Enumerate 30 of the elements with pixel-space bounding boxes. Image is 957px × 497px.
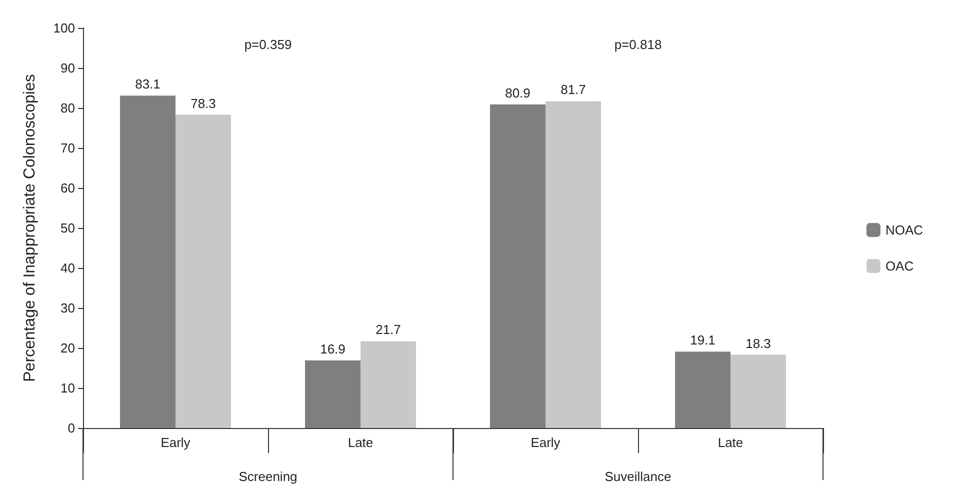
y-tick-label: 40 — [60, 260, 75, 276]
legend-label: NOAC — [885, 222, 924, 238]
y-axis-title: Percentage of Inappropriate Colonoscopies — [22, 74, 38, 382]
y-tick-label: 100 — [53, 20, 75, 36]
y-tick-label: 80 — [60, 100, 75, 116]
data-label: 83.1 — [135, 76, 160, 92]
text: Suveillance — [604, 469, 672, 484]
y-tick-label: 30 — [60, 300, 75, 316]
y-tick-label: 60 — [60, 180, 75, 196]
y-tick-label: 50 — [60, 220, 75, 236]
data-label: 81.7 — [560, 82, 586, 98]
data-label: 18.3 — [746, 336, 771, 351]
x-tick-label: Late — [348, 435, 374, 450]
data-label: 16.9 — [320, 341, 346, 356]
text: Screening — [238, 469, 298, 484]
y-tick-label: 90 — [60, 60, 75, 76]
data-label: 19.1 — [690, 332, 716, 348]
annotation: p=0.359 — [244, 37, 292, 52]
data-label: 78.3 — [190, 96, 216, 111]
data-label: 21.7 — [376, 322, 401, 338]
y-tick-label: 0 — [68, 420, 75, 436]
legend-label: OAC — [885, 258, 914, 274]
y-tick-label: 10 — [60, 380, 75, 396]
x-tick-label: Early — [530, 435, 561, 450]
x-tick-label: Early — [160, 435, 191, 450]
data-label: 80.9 — [505, 85, 530, 100]
x-tick-label: Late — [718, 435, 744, 450]
y-tick-label: 70 — [60, 140, 75, 156]
annotation: p=0.818 — [614, 37, 662, 52]
y-tick-label: 20 — [60, 340, 75, 356]
